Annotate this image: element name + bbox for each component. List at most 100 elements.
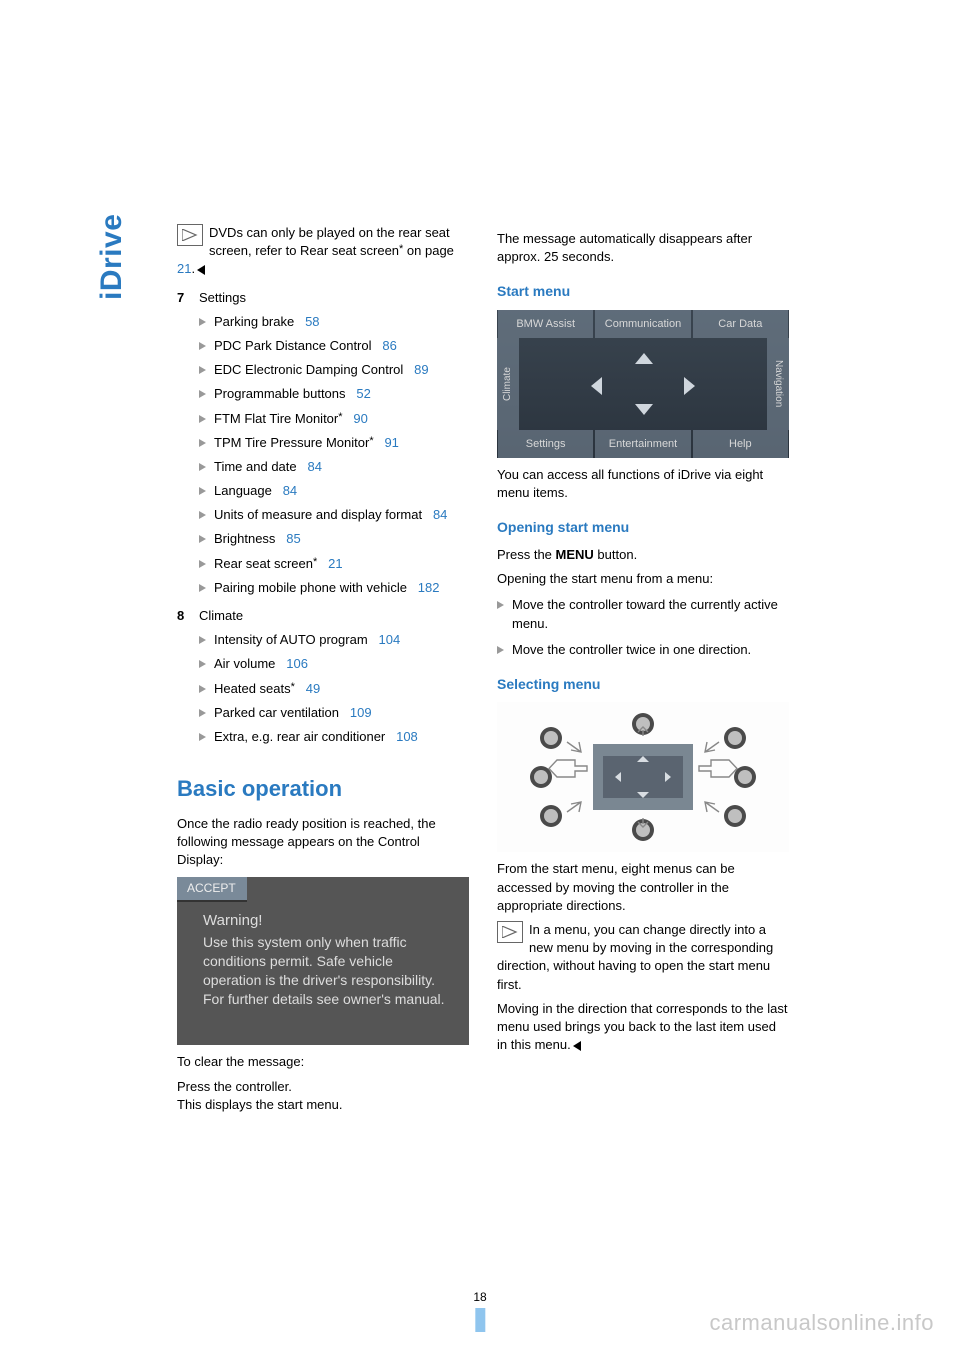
sub-item-body: Rear seat screen* 21 <box>214 555 343 573</box>
opening-list-item: Move the controller twice in one directi… <box>497 641 789 659</box>
triangle-bullet-icon <box>497 601 504 609</box>
triangle-bullet-icon <box>199 560 206 568</box>
list-label: Settings <box>199 289 246 307</box>
note-icon <box>177 224 203 246</box>
page-ref[interactable]: 52 <box>356 386 370 401</box>
sub-item-text: Brightness <box>214 531 275 546</box>
figure-warning-screen: ACCEPT Warning! Use this system only whe… <box>177 877 469 1045</box>
sub-item: TPM Tire Pressure Monitor* 91 <box>199 434 469 452</box>
section-heading: Basic operation <box>177 774 469 805</box>
triangle-bullet-icon <box>199 685 206 693</box>
page-ref[interactable]: 182 <box>418 580 440 595</box>
page-ref[interactable]: 86 <box>382 338 396 353</box>
sub-item: Language 84 <box>199 482 469 500</box>
note-dot: . <box>191 261 195 276</box>
sidebar-section-label: iDrive <box>95 214 129 300</box>
sub-item-body: Parking brake 58 <box>214 313 320 331</box>
sub-item: Heated seats* 49 <box>199 680 469 698</box>
page-ref[interactable]: 90 <box>353 411 367 426</box>
sub-item-body: Programmable buttons 52 <box>214 385 371 403</box>
accept-tab: ACCEPT <box>177 877 247 902</box>
sub-item-body: Language 84 <box>214 482 297 500</box>
note-onpage: on page <box>403 243 454 258</box>
sublist-settings: Parking brake 58 PDC Park Distance Contro… <box>199 313 469 597</box>
sub-item-text: Language <box>214 483 272 498</box>
end-mark-icon <box>573 1041 581 1051</box>
menu-button-label: MENU <box>556 547 594 562</box>
page-ref[interactable]: 58 <box>305 314 319 329</box>
sub-item-body: Brightness 85 <box>214 530 301 548</box>
page-ref[interactable]: 85 <box>286 531 300 546</box>
page-ref[interactable]: 91 <box>384 435 398 450</box>
note-text: In a menu, you can change directly into … <box>497 922 773 992</box>
page-number: 18 <box>473 1290 486 1332</box>
page-ref[interactable]: 84 <box>283 483 297 498</box>
autohide-paragraph: The message automatically disappears aft… <box>497 230 789 266</box>
sub-item-text: Units of measure and display format <box>214 507 422 522</box>
triangle-bullet-icon <box>199 511 206 519</box>
sub-item: Pairing mobile phone with vehicle 182 <box>199 579 469 597</box>
list-number: 8 <box>177 607 199 625</box>
selecting-heading: Selecting menu <box>497 675 789 695</box>
page-ref[interactable]: 89 <box>414 362 428 377</box>
sub-item-text: Parked car ventilation <box>214 705 339 720</box>
warning-body: Use this system only when traffic condit… <box>177 931 469 1019</box>
sub-item: Time and date 84 <box>199 458 469 476</box>
sub-item-body: Intensity of AUTO program 104 <box>214 631 400 649</box>
clear-line-2: Press the controller. <box>177 1078 469 1096</box>
list-number: 7 <box>177 289 199 307</box>
sublist-climate: Intensity of AUTO program 104Air volume … <box>199 631 469 746</box>
page-ref[interactable]: 21 <box>177 261 191 276</box>
triangle-bullet-icon <box>199 487 206 495</box>
start-menu-heading: Start menu <box>497 282 789 302</box>
sub-item-text: Intensity of AUTO program <box>214 632 368 647</box>
triangle-bullet-icon <box>199 318 206 326</box>
triangle-bullet-icon <box>199 733 206 741</box>
page-ref[interactable]: 84 <box>433 507 447 522</box>
page-ref[interactable]: 104 <box>379 632 401 647</box>
opening-list-item: Move the controller toward the currently… <box>497 596 789 632</box>
sub-item: PDC Park Distance Control 86 <box>199 337 469 355</box>
page-ref[interactable]: 108 <box>396 729 418 744</box>
triangle-bullet-icon <box>199 366 206 374</box>
triangle-bullet-icon <box>199 636 206 644</box>
opening-p1c: button. <box>594 547 637 562</box>
menu-bottom-item: Entertainment <box>595 430 690 458</box>
chevron-left-icon <box>591 377 602 395</box>
sub-item-body: EDC Electronic Damping Control 89 <box>214 361 429 379</box>
star-icon: * <box>291 681 295 693</box>
sub-item: Parking brake 58 <box>199 313 469 331</box>
page-ref[interactable]: 49 <box>306 681 320 696</box>
sub-item: Units of measure and display format 84 <box>199 506 469 524</box>
sub-item-body: Units of measure and display format 84 <box>214 506 447 524</box>
sub-item-body: Time and date 84 <box>214 458 322 476</box>
triangle-bullet-icon <box>199 439 206 447</box>
page-ref[interactable]: 21 <box>328 556 342 571</box>
startmenu-paragraph: You can access all functions of iDrive v… <box>497 466 789 502</box>
sub-item: Rear seat screen* 21 <box>199 555 469 573</box>
list-item-7: 7 Settings <box>177 289 469 307</box>
triangle-bullet-icon <box>199 415 206 423</box>
watermark: carmanualsonline.info <box>709 1310 934 1336</box>
chevron-down-icon <box>635 404 653 415</box>
left-column: DVDs can only be played on the rear seat… <box>177 224 469 1114</box>
page-number-bar <box>475 1308 485 1332</box>
star-icon: * <box>369 435 373 447</box>
sub-item-body: Extra, e.g. rear air conditioner 108 <box>214 728 418 746</box>
sub-item-text: Heated seats <box>214 681 291 696</box>
clear-line-1: To clear the message: <box>177 1053 469 1071</box>
sub-item-body: PDC Park Distance Control 86 <box>214 337 397 355</box>
list-item-8: 8 Climate <box>177 607 469 625</box>
right-column: The message automatically disappears aft… <box>497 224 789 1114</box>
sub-item-body: Heated seats* 49 <box>214 680 320 698</box>
page-ref[interactable]: 84 <box>307 459 321 474</box>
menu-right-item: Navigation <box>767 338 789 430</box>
page-ref[interactable]: 109 <box>350 705 372 720</box>
sub-item-text: TPM Tire Pressure Monitor <box>214 435 369 450</box>
triangle-bullet-icon <box>199 709 206 717</box>
opening-p1a: Press the <box>497 547 556 562</box>
opening-p1: Press the MENU button. <box>497 546 789 564</box>
selecting-paragraph: From the start menu, eight menus can be … <box>497 860 789 915</box>
sub-item: Programmable buttons 52 <box>199 385 469 403</box>
page-ref[interactable]: 106 <box>286 656 308 671</box>
